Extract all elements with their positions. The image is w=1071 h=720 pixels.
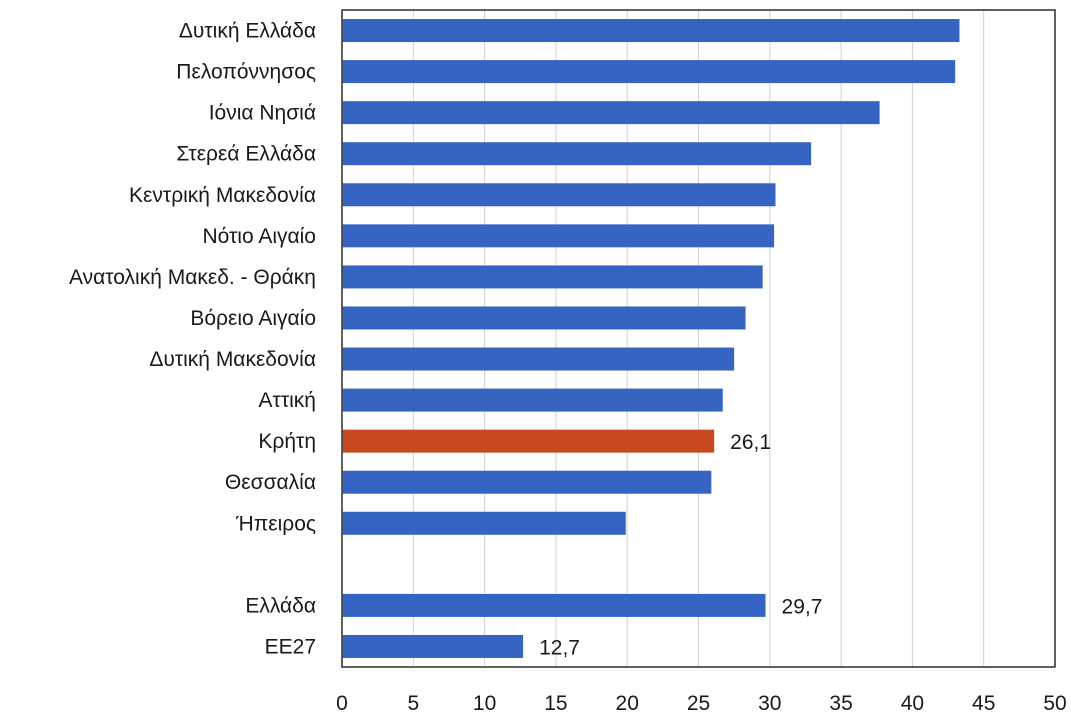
x-tick-label: 50 bbox=[1043, 692, 1066, 715]
bar bbox=[342, 306, 746, 330]
bar bbox=[342, 265, 763, 289]
x-tick-label: 30 bbox=[758, 692, 781, 715]
category-label: Ελλάδα bbox=[245, 594, 316, 617]
data-label: 12,7 bbox=[539, 636, 580, 659]
bar bbox=[342, 470, 712, 494]
category-label: Ιόνια Νησιά bbox=[209, 102, 316, 125]
bar bbox=[342, 60, 956, 84]
bar bbox=[342, 511, 626, 535]
bar bbox=[342, 347, 735, 371]
bar bbox=[342, 101, 880, 125]
x-tick-label: 25 bbox=[687, 692, 710, 715]
category-label: Στερεά Ελλάδα bbox=[176, 143, 316, 166]
bars bbox=[342, 19, 960, 658]
bar bbox=[342, 142, 812, 166]
category-label: Ήπειρος bbox=[235, 512, 316, 535]
bar bbox=[342, 19, 960, 43]
x-tick-label: 5 bbox=[407, 692, 419, 715]
x-tick-label: 15 bbox=[544, 692, 567, 715]
x-tick-label: 0 bbox=[336, 692, 348, 715]
x-tick-label: 35 bbox=[829, 692, 852, 715]
category-label: Βόρειο Αιγαίο bbox=[190, 307, 316, 330]
category-label: Δυτική Μακεδονία bbox=[149, 348, 316, 371]
category-label: Δυτική Ελλάδα bbox=[179, 20, 316, 43]
category-label: Πελοπόννησος bbox=[176, 61, 316, 84]
bar bbox=[342, 429, 715, 453]
x-tick-label: 45 bbox=[972, 692, 995, 715]
category-labels: Δυτική Ελλάδα Πελοπόννησος Ιόνια Νησιά Στερ… bbox=[69, 20, 316, 659]
x-tick-label: 20 bbox=[616, 692, 639, 715]
data-label: 26,1 bbox=[730, 431, 771, 454]
data-labels: 26,1 29,7 12,7 bbox=[539, 431, 822, 659]
plot-area-frame bbox=[341, 9, 1056, 668]
category-label: Αττική bbox=[259, 389, 316, 412]
category-label: Κρήτη bbox=[258, 430, 316, 453]
bar bbox=[342, 183, 776, 207]
category-label: Ανατολική Μακεδ. - Θράκη bbox=[69, 266, 316, 289]
category-label: Νότιο Αιγαίο bbox=[202, 225, 316, 248]
x-tick-label: 40 bbox=[901, 692, 924, 715]
category-label: ΕΕ27 bbox=[265, 635, 316, 658]
x-tick-label: 10 bbox=[473, 692, 496, 715]
category-label: Θεσσαλία bbox=[225, 471, 316, 494]
bar bbox=[342, 593, 766, 617]
bar bbox=[342, 224, 775, 248]
x-axis-tick-labels: 0 5 10 15 20 25 30 35 40 45 50 bbox=[336, 692, 1067, 715]
category-label: Κεντρική Μακεδονία bbox=[129, 184, 316, 207]
bar bbox=[342, 388, 723, 412]
data-label: 29,7 bbox=[782, 595, 823, 618]
bar bbox=[342, 634, 524, 658]
